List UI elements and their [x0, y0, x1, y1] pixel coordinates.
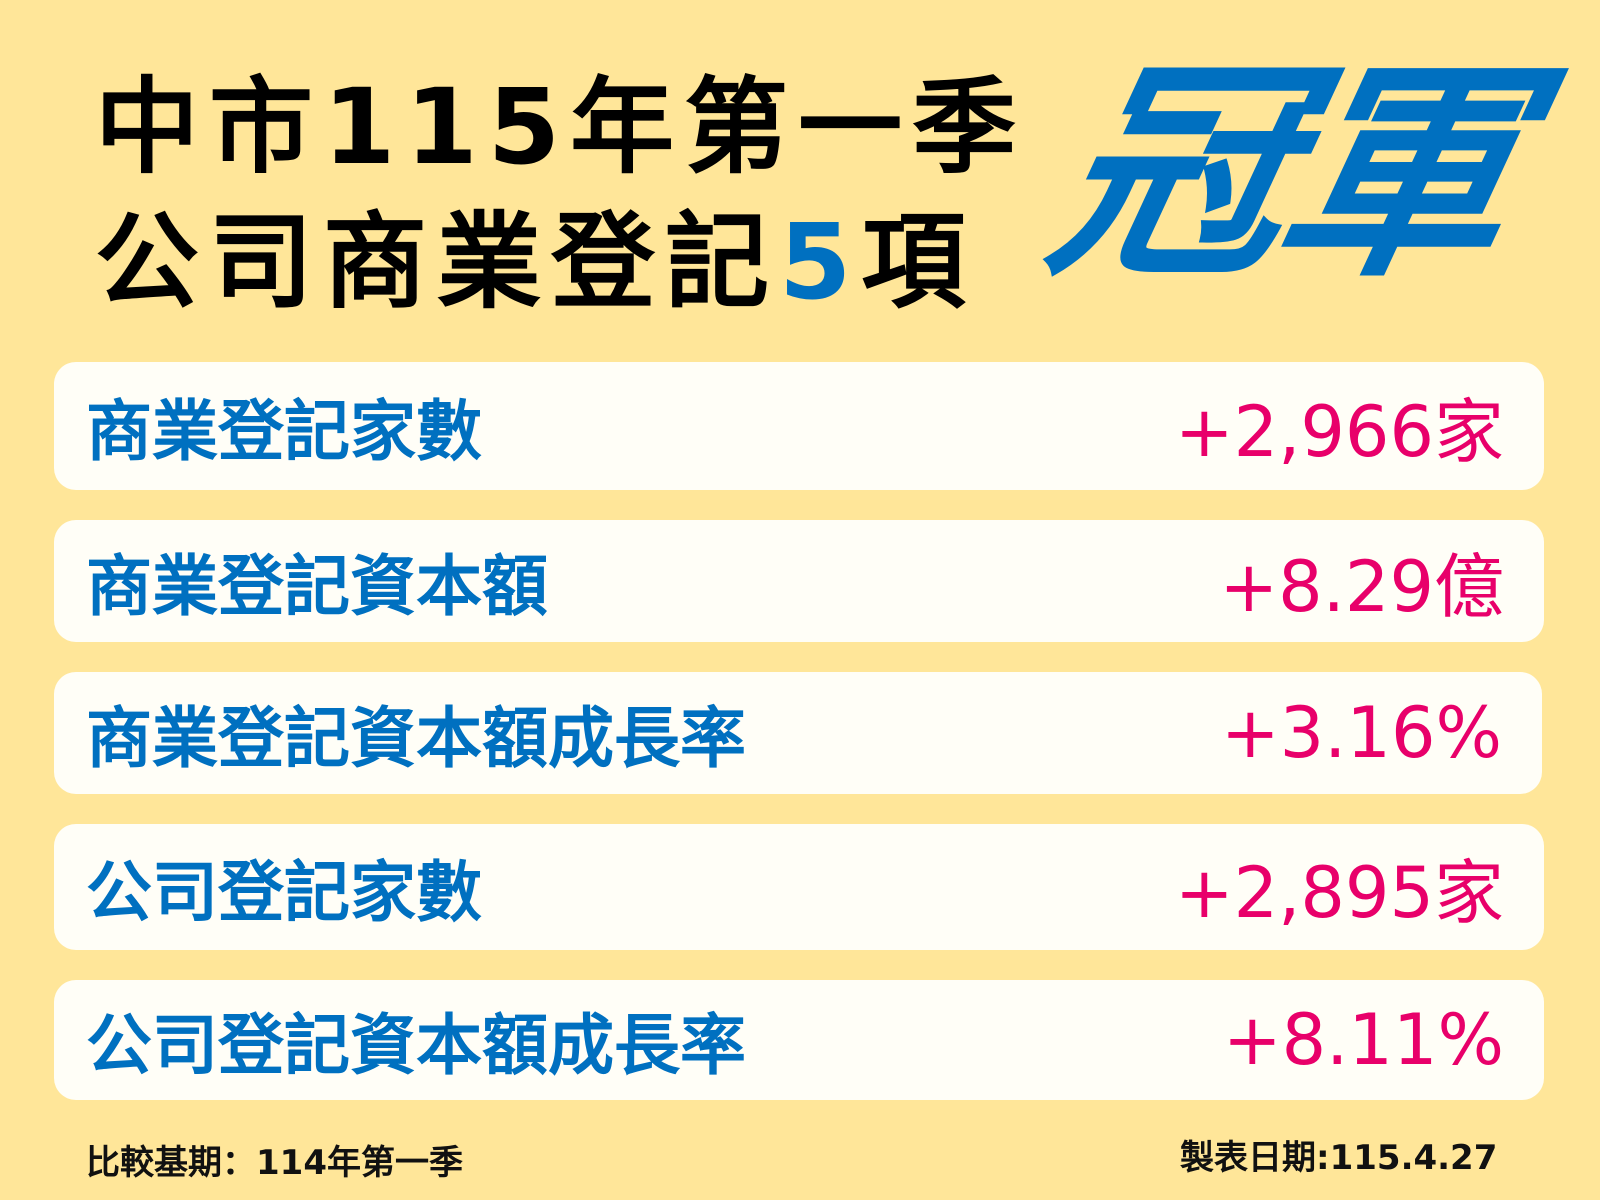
- stat-label: 商業登記資本額成長率: [86, 700, 746, 777]
- title-line-1: 中市115年第一季: [95, 66, 1027, 188]
- title-line-2: 公司商業登記5項: [95, 210, 975, 314]
- comparison-period: 比較基期：114年第一季: [86, 1143, 463, 1183]
- stat-label: 商業登記家數: [86, 393, 482, 470]
- stat-card: 公司登記資本額成長率 +8.11%: [54, 980, 1544, 1100]
- stat-card: 公司登記家數 +2,895家: [54, 824, 1544, 950]
- stat-value: +2,895家: [1174, 851, 1504, 934]
- stat-card: 商業登記資本額 +8.29億: [54, 520, 1544, 642]
- title-count: 5: [779, 201, 862, 323]
- title-suffix: 項: [861, 201, 976, 323]
- stat-card: 商業登記資本額成長率 +3.16%: [54, 672, 1542, 794]
- title-prefix: 公司商業登記: [95, 201, 780, 323]
- stat-value: +8.29億: [1219, 545, 1504, 628]
- stat-label: 公司登記家數: [86, 854, 482, 931]
- chart-date: 製表日期:115.4.27: [1180, 1138, 1498, 1178]
- stat-label: 商業登記資本額: [86, 548, 548, 625]
- stat-card: 商業登記家數 +2,966家: [54, 362, 1544, 490]
- stat-value: +2,966家: [1174, 390, 1504, 473]
- stat-value: +3.16%: [1220, 692, 1502, 774]
- champion-highlight: 冠軍: [1031, 41, 1537, 308]
- stat-label: 公司登記資本額成長率: [86, 1007, 746, 1084]
- stat-value: +8.11%: [1222, 999, 1504, 1081]
